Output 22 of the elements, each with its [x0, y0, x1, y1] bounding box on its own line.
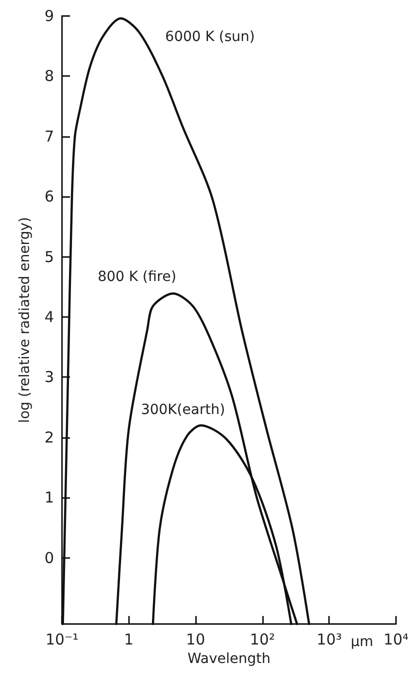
y-tick-label: 3 [44, 368, 54, 386]
y-tick-label: 7 [44, 127, 54, 146]
y-tick-label: 0 [44, 548, 54, 567]
y-tick-label: 1 [44, 488, 54, 507]
x-tick-label: 10⁻¹ [45, 630, 79, 648]
y-axis-title: log (relative radiated energy) [17, 217, 33, 423]
x-tick-label: 10² [250, 630, 275, 648]
y-tick-label: 8 [44, 67, 54, 86]
x-tick-label: 1 [124, 630, 134, 648]
y-tick-label: 4 [44, 308, 54, 326]
annotation: 800 K (fire) [98, 269, 176, 285]
x-tick-label: 10³ [316, 630, 342, 648]
y-tick-label: 6 [44, 188, 54, 206]
annotation: 300K(earth) [140, 402, 226, 418]
annotation: 6000 K (sun) [165, 29, 255, 45]
x-tick-label: 10 [186, 630, 206, 648]
x-axis-title: Wavelength [187, 651, 271, 667]
y-tick-label: 5 [44, 248, 54, 266]
y-tick-label: 2 [44, 428, 54, 446]
text: μm [350, 634, 374, 650]
x-tick-label: 10⁴ [383, 630, 409, 648]
y-tick-label: 9 [44, 7, 54, 25]
